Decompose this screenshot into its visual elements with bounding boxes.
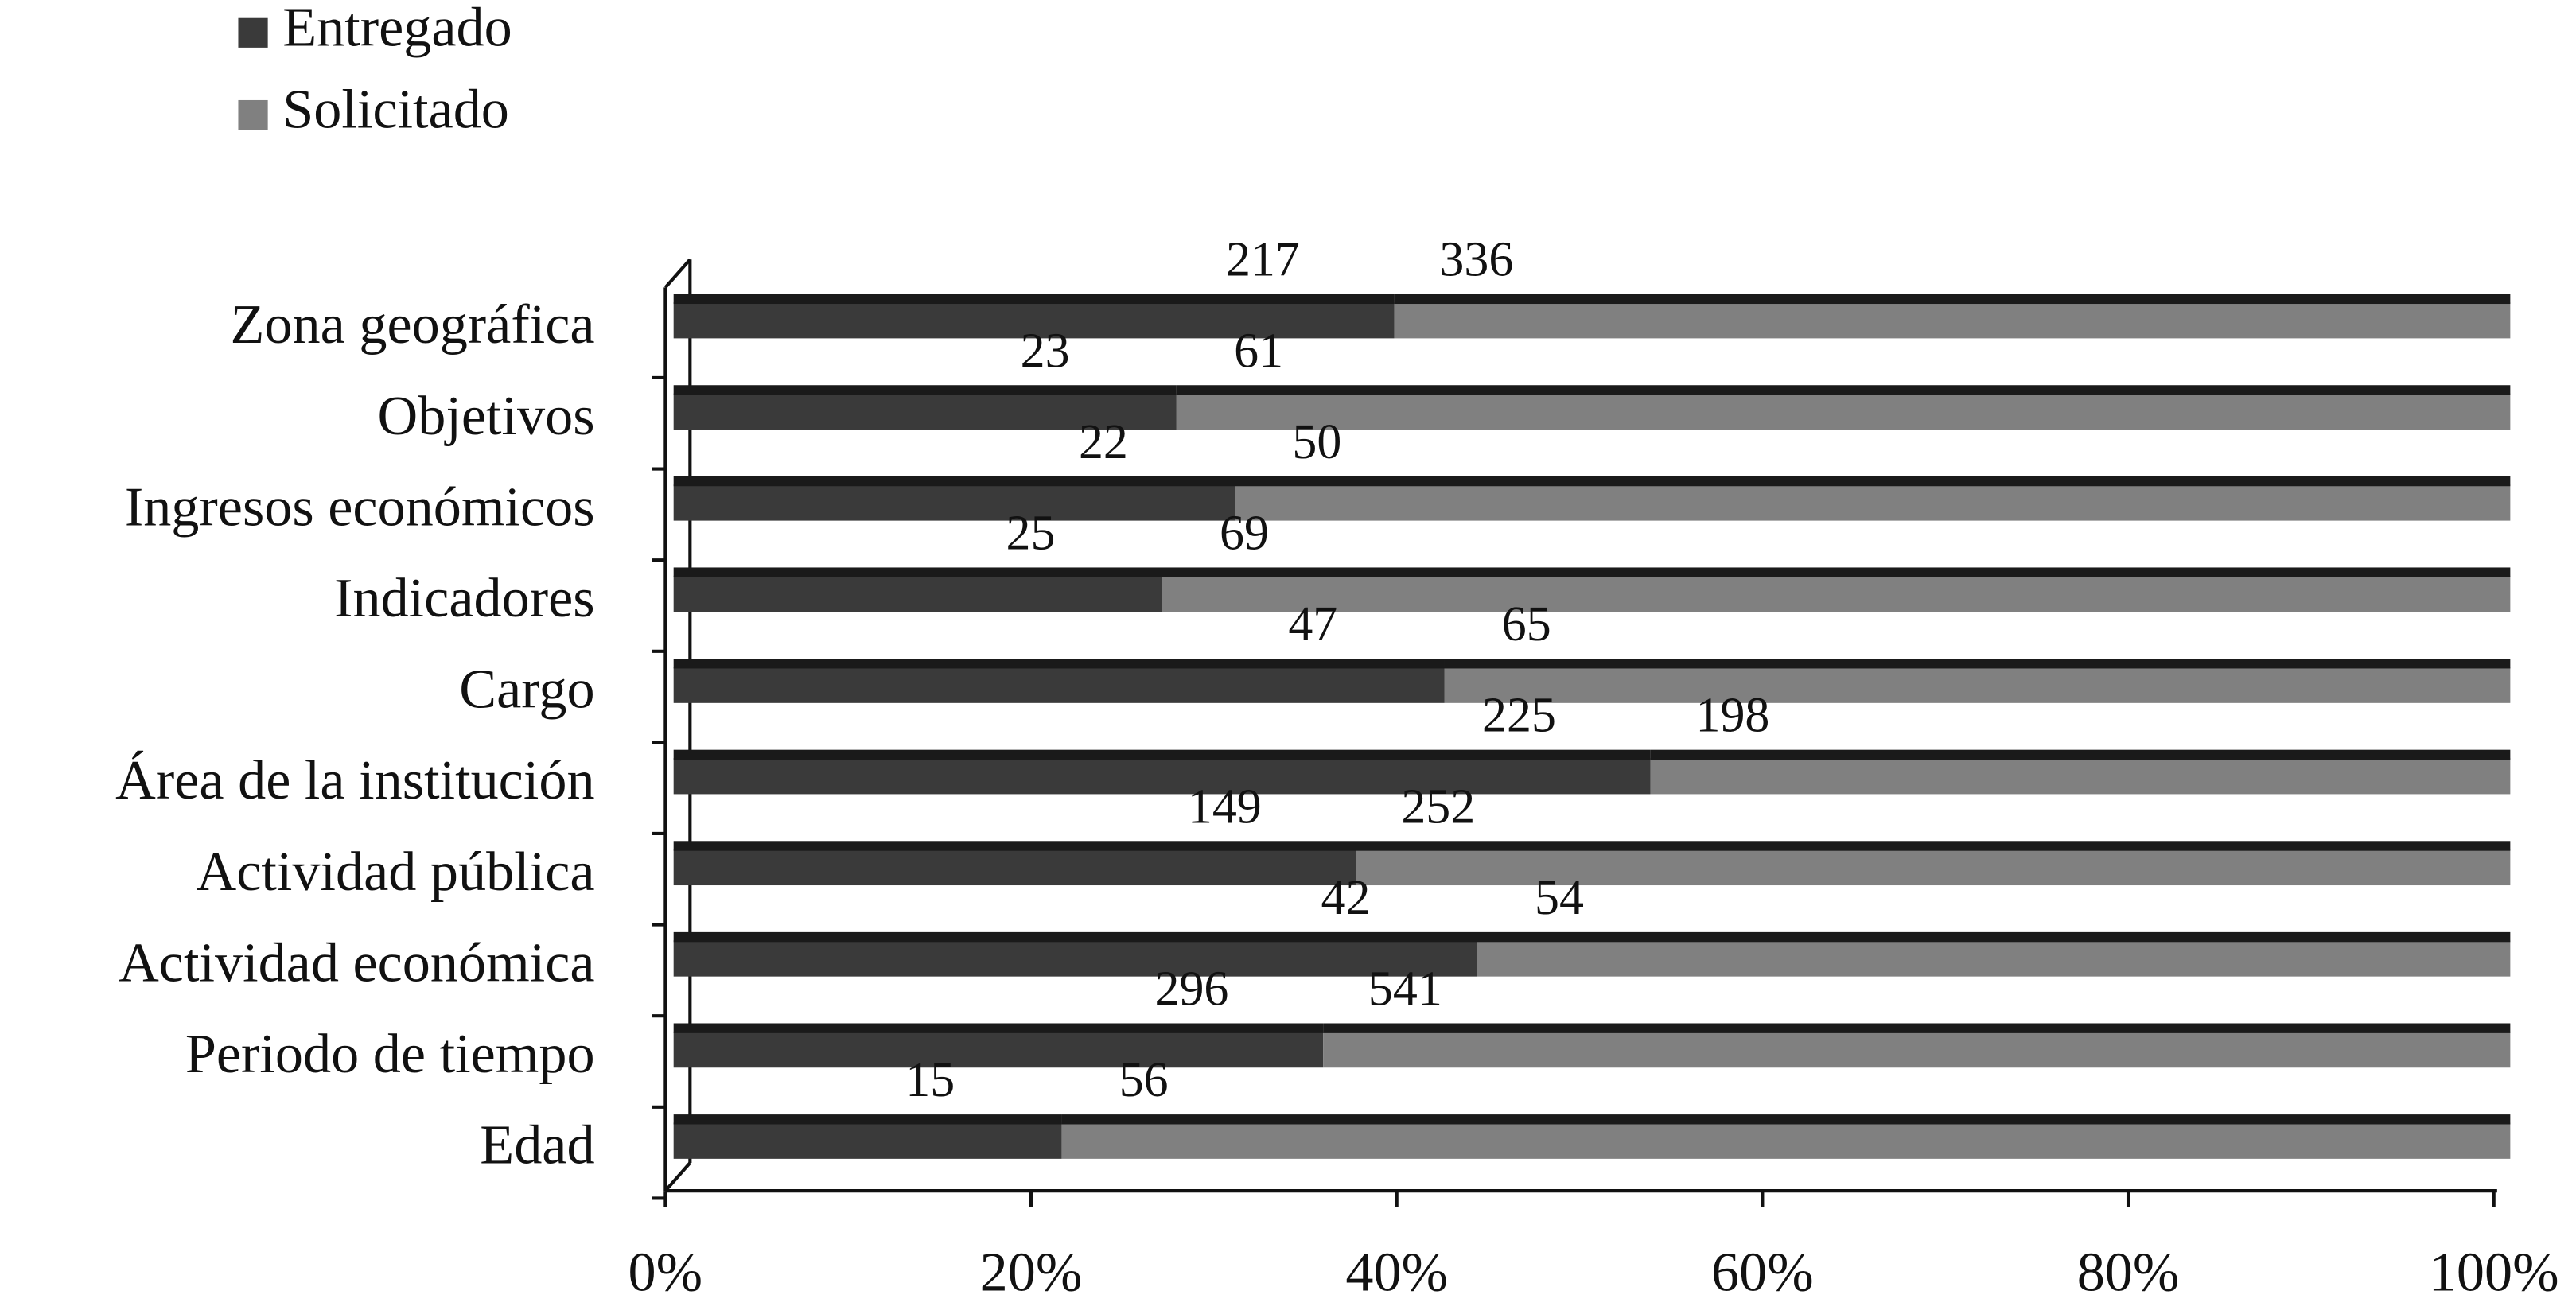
value-label: 22 xyxy=(1079,415,1128,469)
legend-label: Solicitado xyxy=(282,79,509,141)
y-tick-label: Cargo xyxy=(459,659,594,721)
bar-segment xyxy=(673,301,1395,339)
bar-top xyxy=(673,567,1162,577)
bar-top xyxy=(1061,1114,2511,1125)
bar-top xyxy=(1176,385,2511,395)
x-tick-label: 60% xyxy=(1711,1242,1814,1304)
y-tick-label: Periodo de tiempo xyxy=(185,1023,595,1085)
value-label: 541 xyxy=(1368,962,1442,1017)
bar-segment xyxy=(1477,940,2511,977)
bar-top xyxy=(673,385,1177,395)
value-label: 225 xyxy=(1482,689,1556,743)
bar-top xyxy=(1477,931,2511,943)
x-tick-label: 0% xyxy=(628,1242,703,1304)
value-label: 149 xyxy=(1188,779,1262,834)
bar-segment xyxy=(673,484,1235,521)
bar-segment xyxy=(673,575,1162,612)
value-label: 69 xyxy=(1220,507,1269,561)
bar-segment xyxy=(673,1031,1324,1068)
bar-top xyxy=(673,931,1477,943)
value-label: 56 xyxy=(1119,1053,1169,1107)
bar-top xyxy=(1235,476,2511,487)
bar-top xyxy=(673,294,1395,305)
y-tick-label: Actividad pública xyxy=(197,841,595,903)
bar-top xyxy=(673,749,1651,760)
y-tick-label: Indicadores xyxy=(334,567,594,629)
bar-segment xyxy=(1162,575,2511,612)
bar-top xyxy=(673,841,1356,851)
x-tick-label: 20% xyxy=(980,1242,1083,1304)
legend-swatch xyxy=(238,17,268,48)
value-label: 42 xyxy=(1321,871,1371,925)
bar-segment xyxy=(1235,484,2511,521)
bar-segment xyxy=(1394,301,2511,339)
bar-segment xyxy=(673,667,1445,703)
bar-segment xyxy=(1323,1031,2511,1068)
value-label: 50 xyxy=(1292,415,1341,469)
x-tick-label: 100% xyxy=(2429,1242,2559,1304)
value-label: 23 xyxy=(1021,324,1070,378)
bar-top xyxy=(1162,567,2511,577)
bar-segment xyxy=(673,849,1356,886)
bar-top xyxy=(673,476,1235,487)
y-tick-label: Actividad económica xyxy=(119,931,594,993)
value-label: 252 xyxy=(1401,779,1475,834)
value-label: 15 xyxy=(905,1053,955,1107)
value-label: 296 xyxy=(1154,962,1228,1017)
bar-top xyxy=(673,1114,1062,1125)
bar-top xyxy=(1650,749,2511,760)
legend-label: Entregado xyxy=(282,0,512,58)
y-tick-label: Edad xyxy=(480,1114,594,1176)
value-label: 217 xyxy=(1226,233,1300,287)
bar-top xyxy=(1394,294,2511,305)
axis-depth xyxy=(663,258,691,289)
value-label: 336 xyxy=(1439,233,1513,287)
axis-depth xyxy=(663,1161,691,1192)
bar-segment xyxy=(1176,393,2511,430)
y-tick-label: Objetivos xyxy=(378,385,595,447)
bar-segment xyxy=(1061,1122,2511,1159)
bar-top xyxy=(673,1023,1324,1033)
value-label: 65 xyxy=(1502,597,1551,651)
value-label: 47 xyxy=(1288,597,1337,651)
value-label: 198 xyxy=(1696,689,1770,743)
y-tick-label: Área de la institución xyxy=(115,749,594,811)
bar-segment xyxy=(673,940,1477,977)
value-label: 54 xyxy=(1535,871,1584,925)
bar-top xyxy=(1356,841,2511,851)
value-label: 25 xyxy=(1006,507,1056,561)
bar-segment xyxy=(673,757,1651,795)
legend-swatch xyxy=(238,99,268,130)
y-tick-label: Ingresos económicos xyxy=(125,476,595,538)
value-label: 61 xyxy=(1234,324,1283,378)
bar-top xyxy=(673,659,1445,669)
bar-segment xyxy=(673,1122,1062,1159)
y-tick-label: Zona geográfica xyxy=(231,294,595,356)
bar-segment xyxy=(1444,667,2511,703)
bar-top xyxy=(1323,1023,2511,1033)
bar-segment xyxy=(673,393,1177,430)
bar-segment xyxy=(1356,849,2511,886)
x-tick-label: 40% xyxy=(1345,1242,1448,1304)
bar-top xyxy=(1444,659,2511,669)
bar-segment xyxy=(1650,757,2511,795)
x-tick-label: 80% xyxy=(2077,1242,2180,1304)
